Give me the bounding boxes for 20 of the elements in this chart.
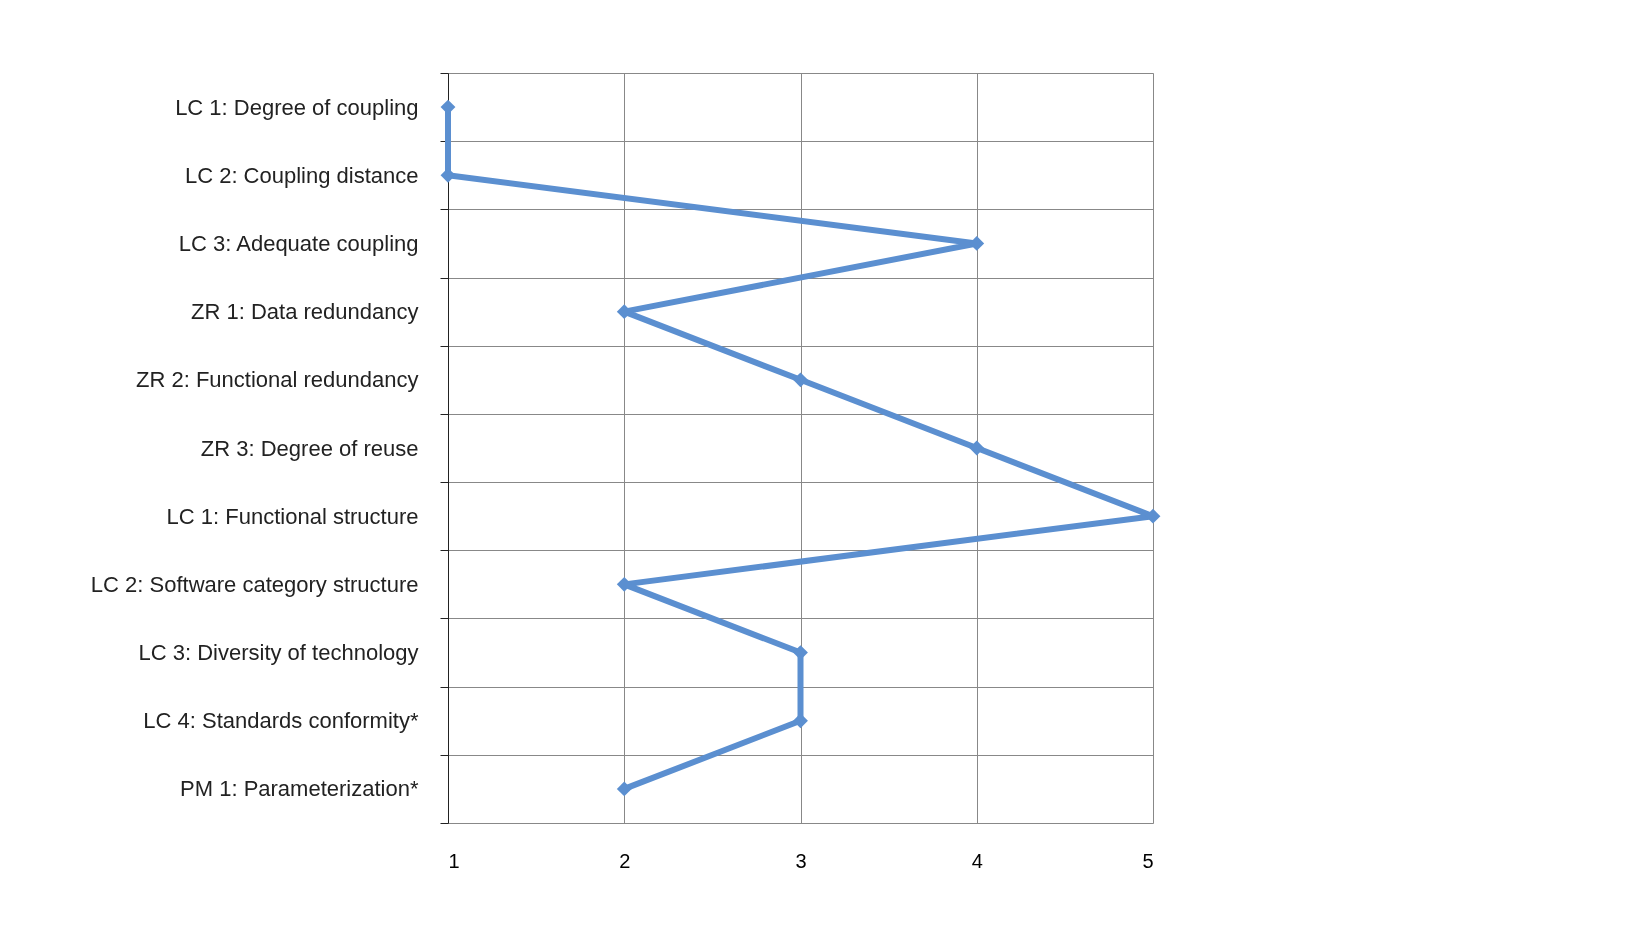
y-tick-label: LC 1: Degree of coupling xyxy=(175,94,419,120)
x-tick-label: 4 xyxy=(971,849,983,872)
y-tick-label: PM 1: Parameterization* xyxy=(180,776,419,802)
point xyxy=(969,440,985,456)
x-tick-label: 5 xyxy=(1142,849,1154,872)
x-tick-label: 3 xyxy=(795,849,807,872)
y-tick-label: LC 2: Software category structure xyxy=(90,571,419,597)
x-tick-label: 2 xyxy=(619,849,631,872)
y-tick-label: ZR 1: Data redundancy xyxy=(191,299,419,325)
y-tick-label: ZR 2: Functional redundancy xyxy=(136,367,419,393)
y-tick-label: LC 2: Coupling distance xyxy=(184,162,419,188)
y-tick-label: LC 1: Functional structure xyxy=(166,503,419,529)
y-tick-label: ZR 3: Degree of reuse xyxy=(200,435,419,461)
y-tick-label: LC 3: Adequate coupling xyxy=(178,230,419,256)
point xyxy=(793,372,808,388)
y-tick-label: LC 4: Standards conformity* xyxy=(143,708,419,734)
x-tick-label: 1 xyxy=(448,849,460,872)
point xyxy=(616,781,632,797)
point xyxy=(793,645,808,660)
y-tick-label: LC 3: Diversity of technology xyxy=(138,640,419,666)
